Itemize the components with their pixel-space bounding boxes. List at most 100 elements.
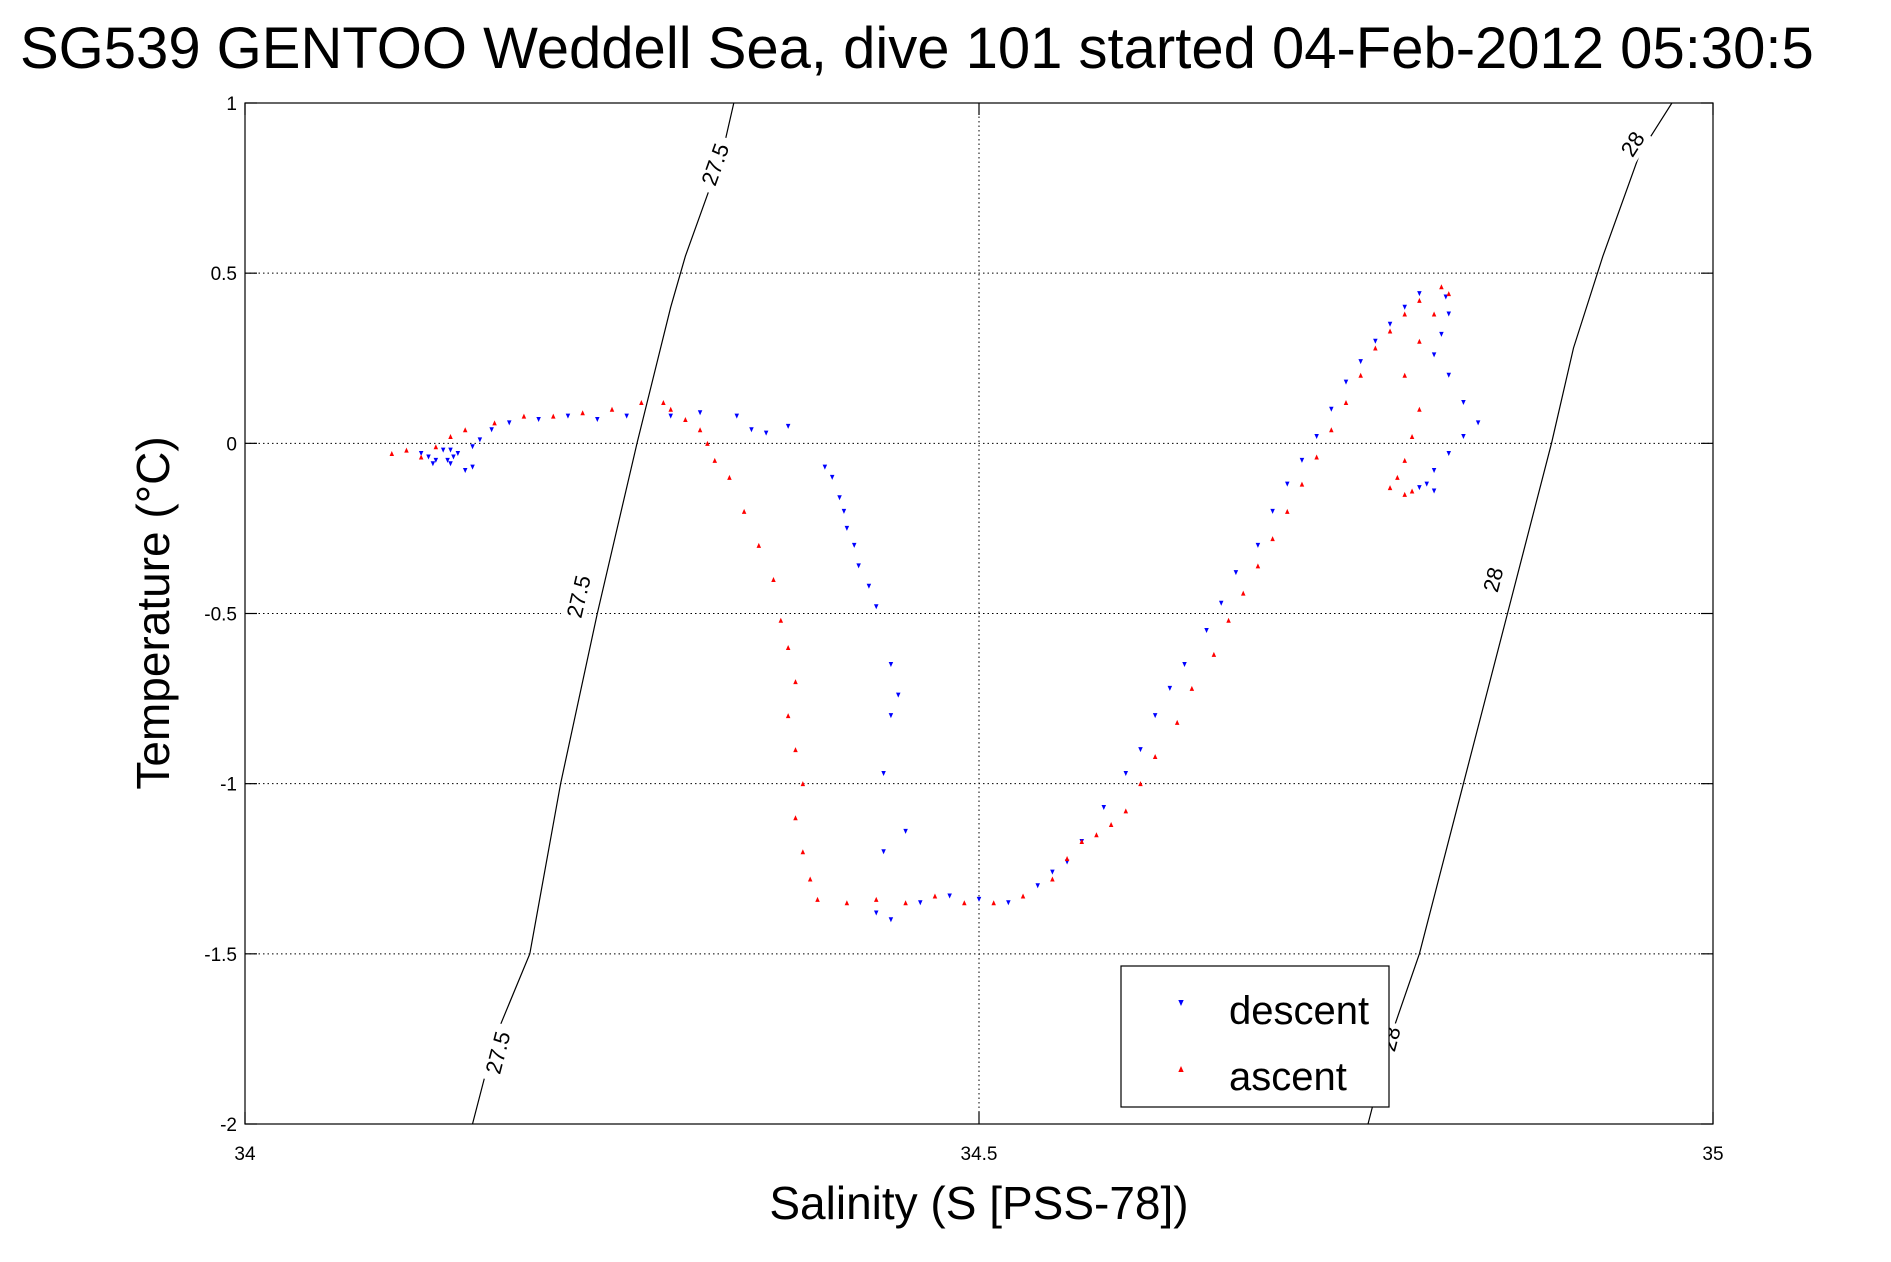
y-tick-label: -1.5	[204, 945, 237, 966]
descent-point	[1204, 628, 1209, 634]
descent-point	[455, 451, 461, 457]
ascent-point	[1343, 399, 1349, 405]
ascent-point	[1417, 338, 1422, 344]
descent-point	[1373, 338, 1378, 344]
descent-point	[418, 451, 424, 457]
descent-point	[448, 447, 453, 453]
ascent-point	[962, 900, 967, 906]
ascent-point	[705, 440, 710, 446]
ascent-point	[404, 447, 409, 453]
ascent-point	[1431, 311, 1437, 317]
y-tick-label: 1	[226, 94, 237, 115]
ascent-point	[1358, 372, 1363, 378]
ascent-point	[1226, 617, 1231, 623]
y-axis-label: Temperature (°C)	[127, 436, 179, 789]
descent-point	[866, 583, 872, 589]
legend-label-ascent: ascent	[1229, 1055, 1347, 1099]
descent-point	[462, 468, 468, 474]
y-tick-labels: -2 -1.5 -1 -0.5 0 0.5 1	[204, 94, 237, 1136]
ascent-point	[1395, 474, 1400, 480]
ascent-point	[800, 849, 806, 855]
ascent-point	[1409, 488, 1415, 494]
x-tick-labels: 34 34.5 35	[234, 1144, 1723, 1165]
ascent-point	[1446, 291, 1452, 297]
y-tick-label: -0.5	[204, 605, 237, 626]
descent-point	[1431, 352, 1437, 358]
descent-point	[1461, 434, 1466, 440]
descent-point	[888, 713, 894, 719]
x-tick-label: 34.5	[961, 1144, 998, 1165]
contour-label-background	[477, 1021, 518, 1084]
descent-point	[1182, 662, 1187, 668]
contour-label: 28	[1478, 565, 1508, 595]
ascent-point	[712, 457, 718, 463]
descent-point	[1123, 770, 1129, 776]
descent-point	[896, 692, 901, 698]
descent-point	[888, 662, 894, 668]
ascent-point	[778, 617, 784, 623]
ascent-point	[1387, 485, 1393, 491]
descent-point	[918, 900, 923, 906]
descent-point	[477, 437, 483, 443]
descent-point	[734, 413, 740, 419]
ascent-point	[1020, 893, 1026, 899]
series-descent	[418, 291, 1481, 923]
ascent-point	[1079, 839, 1085, 845]
descent-point	[1329, 406, 1334, 412]
ascent-point	[793, 815, 798, 821]
descent-point	[1138, 747, 1143, 753]
descent-point	[451, 454, 456, 460]
descent-point	[668, 413, 673, 419]
descent-point	[1424, 481, 1429, 487]
descent-point	[426, 454, 431, 460]
descent-point	[1431, 468, 1437, 474]
descent-point	[506, 420, 512, 426]
descent-point	[470, 464, 475, 470]
descent-point	[763, 430, 769, 436]
descent-point	[822, 464, 828, 470]
ascent-point	[991, 900, 996, 906]
series-ascent	[389, 284, 1452, 906]
descent-point	[595, 417, 600, 423]
descent-point	[1387, 321, 1393, 327]
descent-point	[976, 896, 982, 902]
x-tick-label: 34	[234, 1144, 256, 1165]
x-tick-label: 35	[1702, 1144, 1723, 1165]
ascent-point	[389, 451, 395, 457]
ascent-point	[800, 781, 806, 787]
descent-point	[1446, 372, 1452, 378]
legend-marker-descent	[1178, 1000, 1184, 1006]
descent-point	[1417, 291, 1422, 297]
y-tick-label: 0.5	[211, 264, 237, 285]
ascent-point	[1270, 536, 1275, 542]
ascent-point	[793, 679, 798, 685]
ascent-point	[771, 576, 776, 582]
descent-point	[1402, 304, 1407, 310]
descent-point	[430, 461, 436, 467]
ascent-point	[1152, 753, 1158, 759]
contour-label-background	[559, 565, 598, 628]
descent-point	[565, 413, 571, 419]
descent-point	[837, 495, 842, 501]
descent-point	[873, 604, 879, 610]
ascent-point	[1050, 876, 1055, 882]
ascent-point	[1211, 651, 1217, 657]
ascent-point	[1174, 719, 1180, 725]
ascent-point	[741, 508, 747, 514]
ascent-point	[1285, 508, 1290, 514]
y-tick-label: -1	[220, 775, 237, 796]
ascent-point	[727, 474, 732, 480]
ascent-point	[1409, 434, 1415, 440]
legend-marker-ascent	[1178, 1066, 1184, 1072]
descent-point	[470, 444, 475, 450]
descent-point	[1167, 685, 1173, 691]
ascent-point	[785, 713, 791, 719]
ascent-point	[462, 427, 468, 433]
descent-point	[881, 849, 886, 855]
descent-point	[1343, 379, 1349, 385]
ascent-point	[609, 406, 615, 412]
legend-box	[1120, 965, 1390, 1108]
ascent-point	[1240, 590, 1246, 596]
ascent-point	[932, 893, 938, 899]
